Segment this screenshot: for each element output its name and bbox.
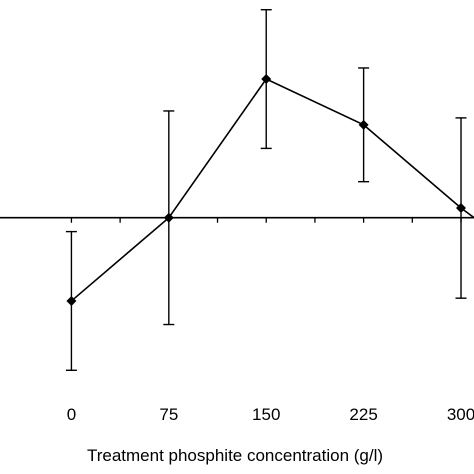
error-bar-layer — [65, 9, 467, 371]
series-layer — [70, 78, 474, 302]
x-tick-label: 300 — [447, 405, 474, 424]
x-tick-label: 75 — [159, 405, 178, 424]
data-point — [261, 74, 272, 85]
x-tick-label: 225 — [349, 405, 377, 424]
data-point-layer — [66, 74, 467, 306]
tick-label-layer: 0 75 150 225 300 — [67, 405, 474, 424]
data-point — [358, 119, 369, 130]
axis-layer — [0, 216, 474, 223]
data-point — [66, 295, 77, 306]
x-axis-title: Treatment phosphite concentration (g/l) — [87, 446, 383, 465]
x-tick-label: 0 — [67, 405, 76, 424]
data-point — [456, 203, 467, 214]
data-point — [163, 212, 174, 223]
x-tick-label: 150 — [252, 405, 280, 424]
